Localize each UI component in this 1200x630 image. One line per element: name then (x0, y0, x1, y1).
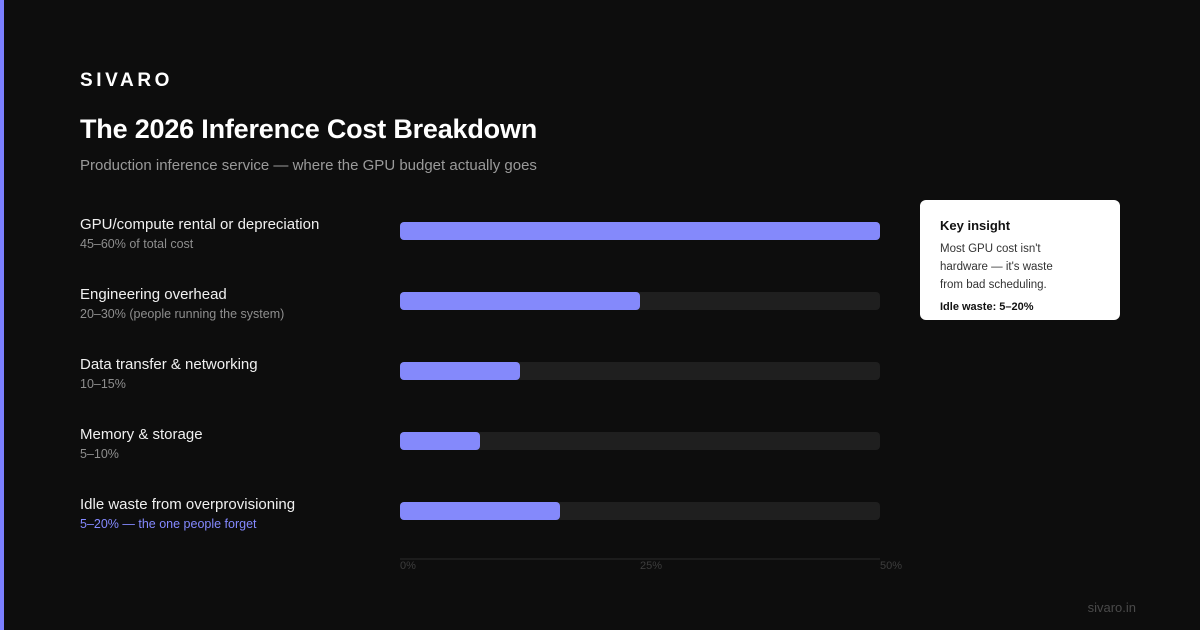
category-label: Memory & storage (80, 426, 203, 443)
page-title: The 2026 Inference Cost Breakdown (80, 114, 538, 144)
x-axis-line (400, 558, 880, 560)
category-label: Idle waste from overprovisioning (80, 496, 296, 513)
insight-heading: Key insight (940, 218, 1011, 233)
insight-body: Most GPU cost isn't hardware — it's wast… (940, 243, 1053, 291)
bar-track (400, 362, 880, 380)
row-label-memory-storage: Memory & storage 5–10% (80, 426, 390, 462)
footer-url[interactable]: sivaro.in (1087, 600, 1136, 615)
row-label-engineering-overhead: Engineering overhead 20–30% (people runn… (80, 286, 390, 322)
key-insight-card: Key insight Most GPU cost isn't hardware… (920, 200, 1120, 320)
row-label-data-transfer: Data transfer & networking 10–15% (80, 356, 390, 392)
bar-track (400, 292, 880, 310)
category-label: Engineering overhead (80, 286, 227, 303)
brand-logo: SIVARO (80, 70, 174, 91)
category-note: 5–10% (80, 447, 119, 461)
x-tick-label: 50% (880, 560, 903, 572)
bar-data-transfer (400, 362, 520, 380)
bar-engineering-overhead (400, 292, 640, 310)
x-tick-label: 25% (640, 560, 663, 572)
bar-memory-storage (400, 432, 480, 450)
insight-stat: Idle waste: 5–20% (940, 301, 1034, 313)
bar-gpu-compute (400, 222, 880, 240)
category-note: 10–15% (80, 377, 126, 391)
category-note: 20–30% (people running the system) (80, 307, 285, 321)
row-label-gpu-compute: GPU/compute rental or depreciation 45–60… (80, 216, 390, 252)
category-label: GPU/compute rental or depreciation (80, 216, 320, 233)
bar-idle-waste (400, 502, 560, 520)
bar-track (400, 502, 880, 520)
category-label: Data transfer & networking (80, 356, 258, 373)
x-tick-label: 0% (400, 560, 416, 572)
row-label-idle-waste: Idle waste from overprovisioning 5–20% —… (80, 496, 390, 532)
page-subtitle: Production inference service — where the… (80, 157, 537, 174)
category-note-highlight: 5–20% — the one people forget (80, 517, 257, 531)
category-note: 45–60% of total cost (80, 237, 194, 251)
left-accent-bar (0, 0, 4, 630)
bar-track (400, 432, 880, 450)
bar-track (400, 222, 880, 240)
